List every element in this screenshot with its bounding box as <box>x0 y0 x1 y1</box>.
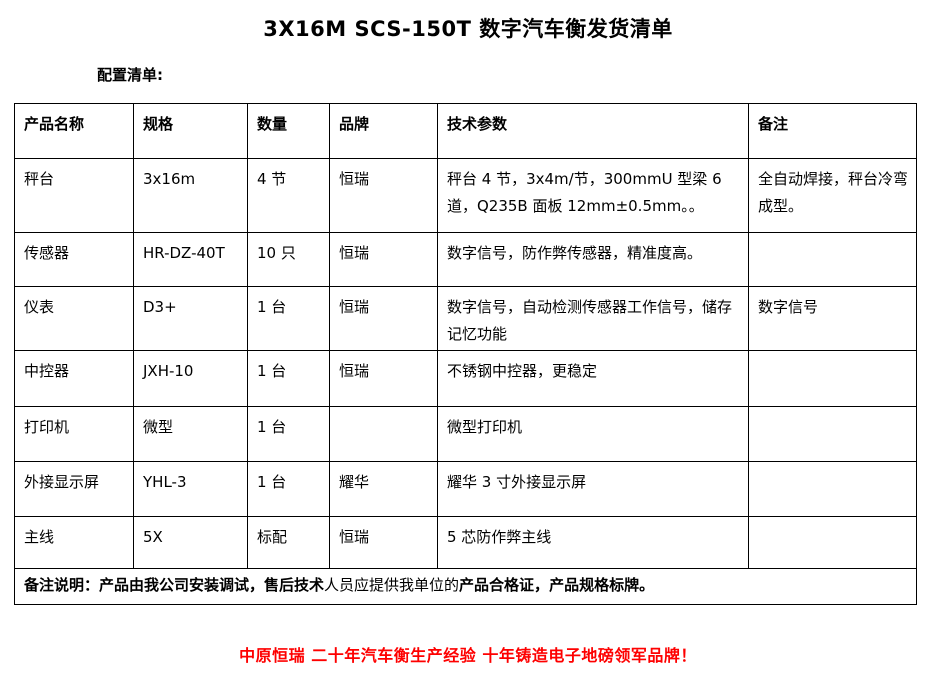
cell-remark <box>748 406 917 462</box>
cell-qty: 10 只 <box>247 232 330 287</box>
table-row: 中控器 JXH-10 1 台 恒瑞 不锈钢中控器，更稳定 <box>14 350 917 407</box>
cell-brand: 恒瑞 <box>329 232 438 287</box>
cell-qty: 1 台 <box>247 461 330 517</box>
cell-product-name: 中控器 <box>14 350 134 407</box>
brand-slogan: 中原恒瑞 二十年汽车衡生产经验 十年铸造电子地磅领军品牌！ <box>239 646 697 665</box>
table-row: 外接显示屏 YHL-3 1 台 耀华 耀华 3 寸外接显示屏 <box>14 461 917 517</box>
cell-brand: 恒瑞 <box>329 516 438 569</box>
cell-tech-params: 数字信号，自动检测传感器工作信号，储存记忆功能 <box>437 286 749 351</box>
cell-product-name: 打印机 <box>14 406 134 462</box>
cell-brand: 恒瑞 <box>329 158 438 233</box>
table-row: 打印机 微型 1 台 微型打印机 <box>14 406 917 462</box>
table-row: 仪表 D3+ 1 台 恒瑞 数字信号，自动检测传感器工作信号，储存记忆功能 数字… <box>14 286 917 351</box>
cell-spec: YHL-3 <box>133 461 248 517</box>
cell-product-name: 仪表 <box>14 286 134 351</box>
column-header-remark: 备注 <box>748 103 917 159</box>
cell-spec: 5X <box>133 516 248 569</box>
page-title: 3X16M SCS-150T 数字汽车衡发货清单 <box>263 17 673 41</box>
footnote-text: 产品合格证， <box>459 576 550 594</box>
cell-spec: D3+ <box>133 286 248 351</box>
section-label-config-list: 配置清单: <box>97 66 163 84</box>
cell-qty: 4 节 <box>247 158 330 233</box>
cell-product-name: 秤台 <box>14 158 134 233</box>
cell-brand <box>329 406 438 462</box>
cell-spec: 微型 <box>133 406 248 462</box>
cell-product-name: 传感器 <box>14 232 134 287</box>
table-footnote-row: 备注说明：产品由我公司安装调试，售后技术人员应提供我单位的产品合格证，产品规格标… <box>14 568 917 605</box>
footnote-text: 人员应提供我单位的 <box>324 576 460 594</box>
table-row: 主线 5X 标配 恒瑞 5 芯防作弊主线 <box>14 516 917 569</box>
cell-spec: JXH-10 <box>133 350 248 407</box>
cell-spec: HR-DZ-40T <box>133 232 248 287</box>
cell-spec: 3x16m <box>133 158 248 233</box>
column-header-tech-params: 技术参数 <box>437 103 749 159</box>
cell-tech-params: 数字信号，防作弊传感器，精准度高。 <box>437 232 749 287</box>
cell-remark <box>748 350 917 407</box>
cell-brand: 耀华 <box>329 461 438 517</box>
cell-qty: 1 台 <box>247 406 330 462</box>
column-header-qty: 数量 <box>247 103 330 159</box>
column-header-product-name: 产品名称 <box>14 103 134 159</box>
delivery-config-table: 产品名称 规格 数量 品牌 技术参数 备注 秤台 3x16m 4 节 恒瑞 秤台… <box>14 103 917 605</box>
column-header-brand: 品牌 <box>329 103 438 159</box>
cell-qty: 1 台 <box>247 350 330 407</box>
cell-tech-params: 5 芯防作弊主线 <box>437 516 749 569</box>
cell-tech-params: 微型打印机 <box>437 406 749 462</box>
cell-remark: 数字信号 <box>748 286 917 351</box>
table-row: 传感器 HR-DZ-40T 10 只 恒瑞 数字信号，防作弊传感器，精准度高。 <box>14 232 917 287</box>
column-header-spec: 规格 <box>133 103 248 159</box>
cell-tech-params: 不锈钢中控器，更稳定 <box>437 350 749 407</box>
cell-remark <box>748 461 917 517</box>
cell-remark <box>748 232 917 287</box>
cell-product-name: 主线 <box>14 516 134 569</box>
cell-tech-params: 秤台 4 节，3x4m/节，300mmU 型梁 6 道，Q235B 面板 12m… <box>437 158 749 233</box>
table-header-row: 产品名称 规格 数量 品牌 技术参数 备注 <box>14 103 917 159</box>
cell-brand: 恒瑞 <box>329 350 438 407</box>
cell-product-name: 外接显示屏 <box>14 461 134 517</box>
cell-remark <box>748 516 917 569</box>
cell-tech-params: 耀华 3 寸外接显示屏 <box>437 461 749 517</box>
cell-qty: 1 台 <box>247 286 330 351</box>
cell-remark: 全自动焊接，秤台冷弯成型。 <box>748 158 917 233</box>
footnote-cell: 备注说明：产品由我公司安装调试，售后技术人员应提供我单位的产品合格证，产品规格标… <box>14 568 917 605</box>
table-row: 秤台 3x16m 4 节 恒瑞 秤台 4 节，3x4m/节，300mmU 型梁 … <box>14 158 917 233</box>
footnote-label: 备注说明： <box>24 576 100 594</box>
footnote-text: 产品规格标牌。 <box>549 576 655 594</box>
footnote-text: 产品由我公司安装调试，售后技术 <box>99 576 325 594</box>
cell-qty: 标配 <box>247 516 330 569</box>
cell-brand: 恒瑞 <box>329 286 438 351</box>
